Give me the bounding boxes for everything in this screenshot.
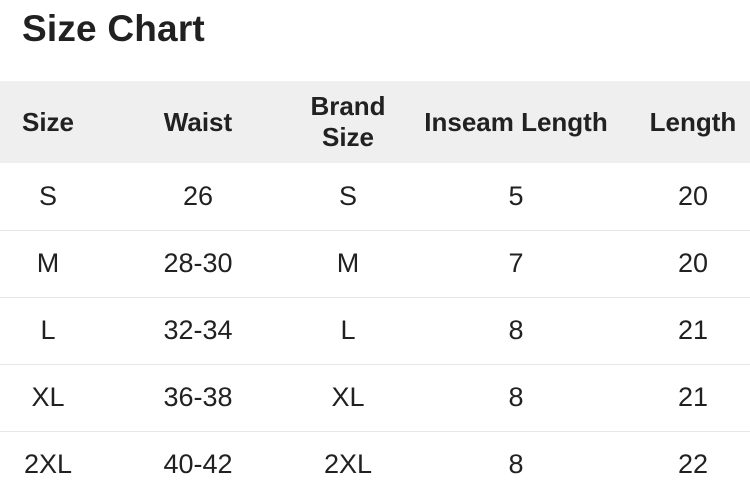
title-bar: Size Chart (0, 0, 750, 81)
table-cell: 20 (636, 229, 750, 297)
table-cell: 8 (396, 296, 636, 364)
table-cell: 8 (396, 430, 636, 498)
table-cell: 2XL (0, 430, 96, 498)
table-row: S 26 S 5 20 (0, 163, 750, 230)
header-row: Size Waist Brand Size Inseam Length Length (0, 81, 750, 163)
table-row: 2XL 40-42 2XL 8 22 (0, 430, 750, 498)
table-cell: 26 (182, 180, 214, 211)
column-header-size: Size (21, 106, 75, 137)
table-cell: 2XL (300, 430, 396, 498)
table-cell: 32-34 (96, 296, 300, 364)
table-cell: XL (300, 363, 396, 431)
table-body: S 26 S 5 20 M 28-30 M 7 20 L 32-34 L 8 21 XL 36-38 XL 8 21 2… (0, 163, 750, 498)
page-title: Size Chart (22, 8, 205, 49)
table-cell: S (38, 180, 57, 211)
table-cell: 20 (677, 180, 709, 211)
table-cell: 28-30 (96, 229, 300, 297)
table-header: Size Waist Brand Size Inseam Length Length (0, 81, 750, 163)
table-cell: S (338, 180, 357, 211)
table-cell: 40-42 (96, 430, 300, 498)
table-cell: 21 (636, 296, 750, 364)
size-chart: Size Waist Brand Size Inseam Length Length S… (0, 81, 750, 498)
table-cell: M (0, 229, 96, 297)
column-header-length: Length (649, 106, 737, 137)
table-cell: M (300, 229, 396, 297)
table-cell: L (300, 296, 396, 364)
table-cell: 36-38 (96, 363, 300, 431)
table-row: L 32-34 L 8 21 (0, 296, 750, 364)
table-row: XL 36-38 XL 8 21 (0, 363, 750, 431)
table-cell: 22 (636, 430, 750, 498)
table-cell: L (0, 296, 96, 364)
column-header-inseam-length: Inseam Length (424, 106, 608, 137)
column-header-waist: Waist (163, 106, 233, 137)
table-cell: 8 (396, 363, 636, 431)
column-header-brand-size: Brand Size (310, 91, 386, 152)
table-cell: XL (0, 363, 96, 431)
table-cell: 5 (508, 180, 524, 211)
table-cell: 21 (636, 363, 750, 431)
table-row: M 28-30 M 7 20 (0, 229, 750, 297)
size-chart-table: Size Waist Brand Size Inseam Length Length S… (0, 81, 750, 498)
table-cell: 7 (396, 229, 636, 297)
